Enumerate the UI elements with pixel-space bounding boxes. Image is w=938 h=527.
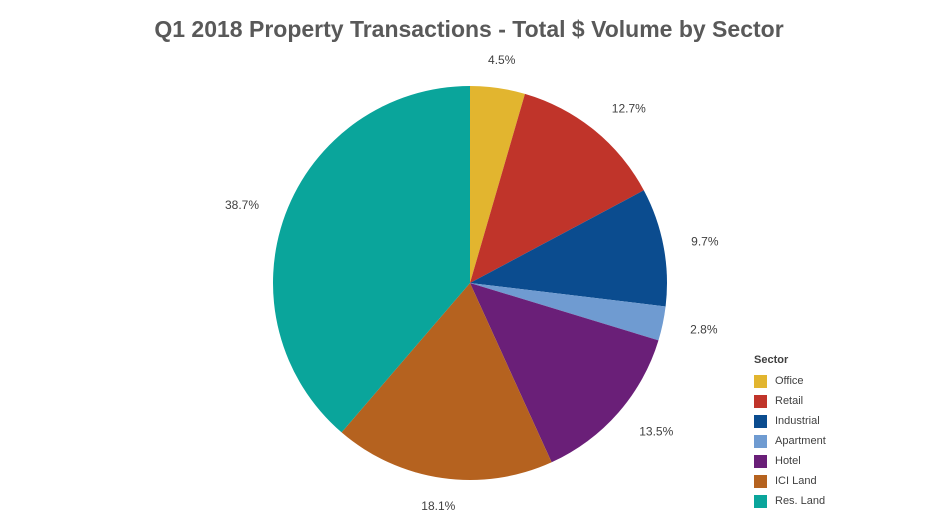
legend: Sector Office Retail Industrial Apartment Ho…: [754, 354, 826, 511]
legend-item-retail[interactable]: Retail: [754, 391, 826, 411]
pie-slice-res-land: [273, 86, 470, 433]
pie-slice-industrial: [470, 190, 667, 307]
pie-slice-apartment: [470, 283, 666, 341]
legend-swatch: [754, 494, 767, 508]
legend-label: Retail: [775, 395, 804, 407]
data-label-ici-land: 18.1%: [421, 499, 455, 513]
data-label-industrial: 9.7%: [691, 235, 719, 249]
legend-label: Industrial: [775, 415, 820, 427]
legend-label: Apartment: [775, 435, 826, 447]
legend-swatch: [754, 394, 767, 408]
legend-items: Office Retail Industrial Apartment Hotel ICI …: [754, 371, 826, 511]
legend-label: ICI Land: [775, 475, 817, 487]
pie-slice-hotel: [470, 283, 659, 463]
pie-slice-ici-land: [341, 283, 552, 480]
legend-swatch: [754, 454, 767, 468]
legend-item-apartment[interactable]: Apartment: [754, 431, 826, 451]
data-label-office: 4.5%: [488, 53, 516, 67]
data-label-hotel: 13.5%: [639, 424, 673, 438]
legend-label: Office: [775, 375, 804, 387]
legend-item-res-land[interactable]: Res. Land: [754, 491, 826, 511]
pie-slice-office: [470, 86, 525, 283]
legend-swatch: [754, 374, 767, 388]
chart-title: Q1 2018 Property Transactions - Total $ …: [154, 16, 784, 42]
legend-item-ici-land[interactable]: ICI Land: [754, 471, 826, 491]
pie-slice-retail: [470, 93, 644, 283]
legend-item-office[interactable]: Office: [754, 371, 826, 391]
legend-item-industrial[interactable]: Industrial: [754, 411, 826, 431]
legend-swatch: [754, 414, 767, 428]
data-label-res-land: 38.7%: [225, 198, 259, 212]
pie-labels: 4.5% 12.7% 9.7% 2.8% 13.5% 18.1% 38.7%: [225, 53, 719, 513]
data-label-apartment: 2.8%: [690, 322, 718, 336]
legend-label: Hotel: [775, 455, 801, 467]
legend-swatch: [754, 434, 767, 448]
legend-item-hotel[interactable]: Hotel: [754, 451, 826, 471]
legend-title: Sector: [754, 354, 789, 366]
legend-label: Res. Land: [775, 495, 826, 507]
data-label-retail: 12.7%: [612, 101, 646, 115]
pie-slices: [273, 86, 667, 480]
legend-swatch: [754, 474, 767, 488]
